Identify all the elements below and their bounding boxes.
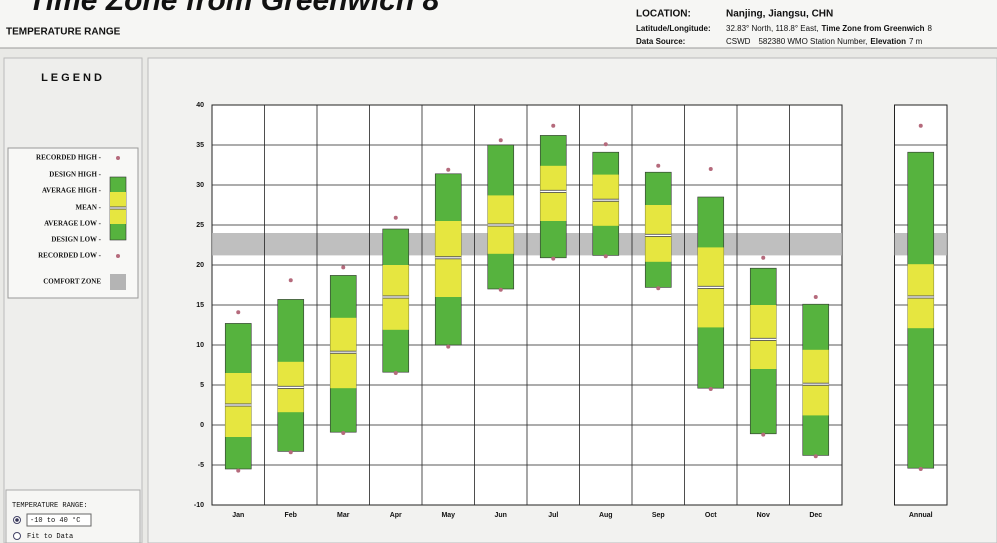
x-tick-label: Annual: [909, 512, 933, 519]
x-tick-label: Jan: [232, 512, 244, 519]
fit-option: Fit to Data: [27, 533, 73, 541]
legend-label: RECORDED HIGH -: [36, 154, 102, 162]
x-tick-label: Dec: [809, 512, 822, 519]
x-tick-label: Oct: [705, 512, 717, 519]
recorded-high: [708, 167, 713, 171]
legend-label: DESIGN HIGH -: [49, 171, 101, 179]
latlon-part: 8: [928, 24, 933, 33]
recorded-low: [393, 371, 398, 375]
x-tick-label: Apr: [390, 512, 402, 519]
latlon-label: Latitude/Longitude:: [636, 24, 711, 33]
y-tick-label: 20: [196, 262, 204, 269]
recorded-high: [446, 167, 451, 172]
x-tick-label: Sep: [652, 512, 665, 519]
range-input[interactable]: [26, 513, 92, 527]
recorded-high: [341, 265, 346, 270]
y-tick-label: 5: [200, 382, 204, 389]
y-tick-label: -5: [198, 462, 204, 469]
source: CSWD 582380 WMO Station Number, Elevation 7…: [726, 37, 923, 46]
recorded-low: [603, 254, 608, 259]
legend-swatch: [110, 274, 126, 290]
legend-label: COMFORT ZONE: [43, 278, 101, 286]
y-tick-label: -10: [194, 502, 204, 509]
recorded-low: [498, 287, 503, 292]
radio[interactable]: [13, 532, 21, 540]
legend-label: RECORDED LOW -: [38, 252, 102, 260]
header-band: [0, 0, 997, 48]
average-range: [802, 349, 829, 416]
x-tick-label: Feb: [285, 512, 297, 519]
y-tick-label: 30: [196, 182, 204, 189]
source-part: 7 m: [909, 37, 923, 46]
location: Nanjing, Jiangsu, CHN: [726, 9, 833, 20]
section-title: TEMPERATURE RANGE: [6, 27, 121, 38]
recorded-high: [813, 295, 818, 299]
recorded-low: [551, 256, 556, 261]
y-tick-label: 15: [196, 302, 204, 309]
y-tick-label: 25: [196, 222, 204, 229]
source-part: 582380 WMO Station Number,: [758, 37, 867, 46]
recorded-low: [236, 468, 241, 473]
legend-swatch: [116, 254, 120, 258]
source-part: Elevation: [870, 37, 906, 46]
legend-label: AVERAGE HIGH -: [42, 187, 102, 195]
latlon-part: Time Zone from Greenwich: [822, 24, 925, 33]
y-tick-label: 40: [196, 102, 204, 109]
recorded-low: [918, 467, 923, 471]
x-tick-label: Mar: [337, 512, 350, 519]
y-tick-label: 0: [200, 422, 204, 429]
x-tick-label: Aug: [599, 512, 613, 519]
recorded-low: [813, 454, 818, 459]
x-tick-label: Nov: [757, 512, 770, 519]
latlon: 32.83° North, 118.8° East, Time Zone from…: [726, 24, 933, 33]
x-tick-label: May: [441, 512, 455, 519]
recorded-high: [761, 255, 766, 260]
legend-label: DESIGN LOW -: [51, 236, 101, 244]
recorded-low: [446, 344, 451, 349]
range-option: -10 to 40 °C: [30, 516, 80, 525]
average-range: [750, 305, 777, 369]
recorded-high: [656, 163, 661, 168]
y-tick-label: 35: [196, 142, 204, 149]
average-range: [540, 165, 567, 221]
radio-dot: [15, 518, 19, 522]
left-panel: [3, 57, 143, 543]
average-range: [645, 205, 672, 262]
recorded-low: [761, 432, 766, 437]
recorded-high: [236, 310, 241, 315]
recorded-high: [498, 138, 503, 143]
recorded-high: [918, 123, 923, 128]
x-tick-label: Jun: [495, 512, 507, 519]
legend-title: LEGEND: [41, 72, 105, 84]
x-tick-label: Jul: [548, 512, 558, 519]
latlon-part: 32.83° North, 118.8° East,: [726, 24, 819, 33]
recorded-high: [603, 142, 608, 147]
recorded-high: [551, 123, 556, 128]
recorded-low: [288, 450, 293, 455]
recorded-low: [708, 387, 713, 391]
location-label: LOCATION:: [636, 9, 691, 20]
recorded-low: [656, 286, 661, 291]
legend-label: AVERAGE LOW -: [44, 220, 102, 228]
controls-label: TEMPERATURE RANGE:: [12, 502, 88, 510]
legend-swatch: [116, 156, 120, 160]
page-title: Time Zone from Greenwich 8: [28, 0, 440, 17]
legend-label: MEAN -: [76, 204, 102, 212]
source-label: Data Source:: [636, 37, 685, 46]
recorded-low: [341, 431, 346, 435]
recorded-high: [393, 215, 398, 220]
source-part: CSWD: [726, 37, 751, 46]
recorded-high: [288, 278, 293, 283]
y-tick-label: 10: [196, 342, 204, 349]
